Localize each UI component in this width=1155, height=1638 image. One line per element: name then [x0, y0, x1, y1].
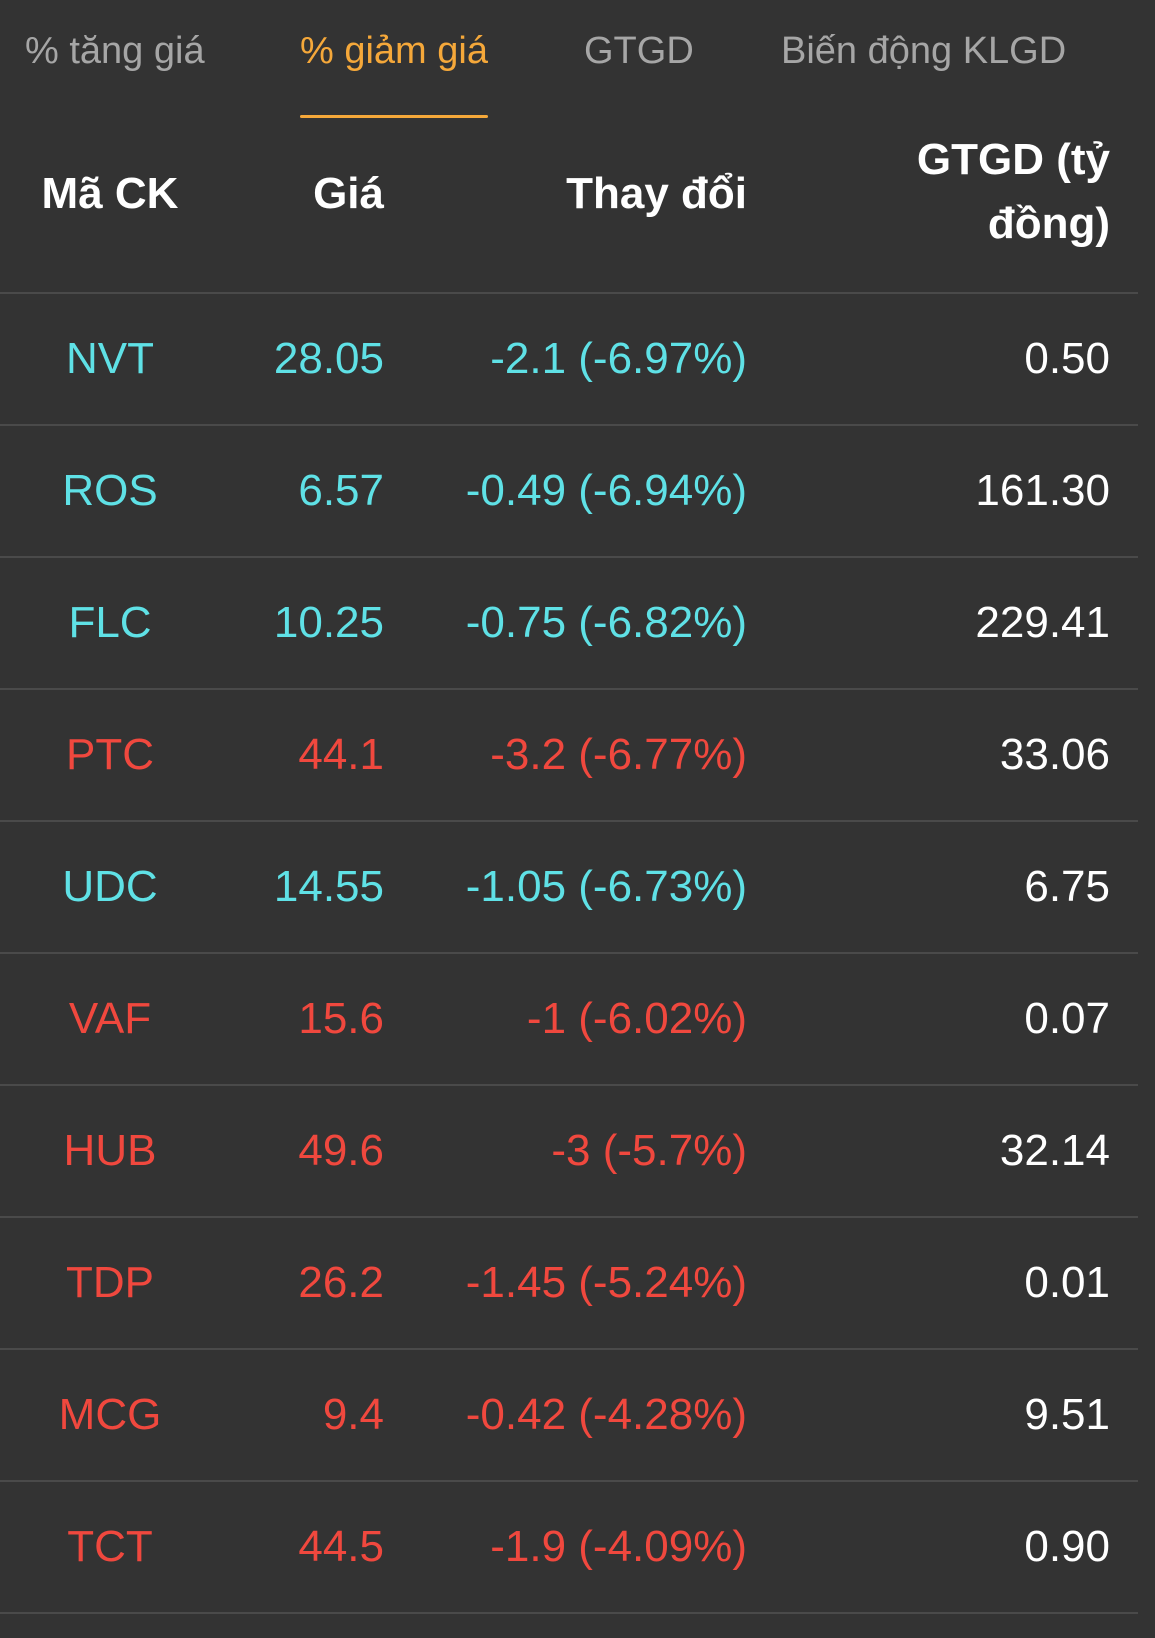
stock-trading-value: 33.06: [999, 730, 1110, 779]
header-stock-code[interactable]: Mã CK: [41, 169, 179, 218]
header-trading-value[interactable]: GTGD (tỷ đồng): [850, 128, 1110, 256]
tab-top-losers[interactable]: % giảm giá: [300, 30, 488, 118]
stock-trading-value: 0.01: [1024, 1258, 1110, 1307]
stock-change: -2.1 (-6.97%): [490, 334, 747, 383]
table-body: NVT 28.05 -2.1 (-6.97%) 0.50 ROS 6.57 -0.49 (-…: [0, 294, 1138, 1614]
stock-price: 14.55: [273, 862, 384, 911]
stock-code[interactable]: TDP: [66, 1258, 154, 1307]
table-row[interactable]: TCT 44.5 -1.9 (-4.09%) 0.90: [0, 1482, 1138, 1614]
stock-trading-value: 9.51: [1024, 1390, 1110, 1439]
stock-price: 6.57: [298, 466, 384, 515]
stock-change: -0.75 (-6.82%): [465, 598, 747, 647]
header-change[interactable]: Thay đổi: [566, 169, 747, 218]
stock-table: Mã CK Giá Thay đổi GTGD (tỷ đồng) NVT 28.…: [0, 120, 1138, 1614]
stock-code[interactable]: TCT: [67, 1522, 153, 1571]
stock-code[interactable]: PTC: [66, 730, 154, 779]
stock-price: 28.05: [273, 334, 384, 383]
tab-volume-change[interactable]: Biến động KLGD: [781, 30, 1067, 72]
tab-bar: % tăng giá % giảm giá GTGD Biến động KLG…: [0, 0, 1155, 118]
stock-price: 15.6: [298, 994, 384, 1043]
stock-price: 49.6: [298, 1126, 384, 1175]
stock-trading-value: 0.07: [1024, 994, 1110, 1043]
tab-trading-value[interactable]: GTGD: [584, 30, 694, 72]
stock-code[interactable]: FLC: [68, 598, 152, 647]
table-row[interactable]: TDP 26.2 -1.45 (-5.24%) 0.01: [0, 1218, 1138, 1350]
stock-change: -1.9 (-4.09%): [490, 1522, 747, 1571]
stock-change: -3 (-5.7%): [551, 1126, 747, 1175]
table-row[interactable]: NVT 28.05 -2.1 (-6.97%) 0.50: [0, 294, 1138, 426]
stock-code[interactable]: UDC: [62, 862, 158, 911]
table-row[interactable]: HUB 49.6 -3 (-5.7%) 32.14: [0, 1086, 1138, 1218]
stock-change: -0.42 (-4.28%): [465, 1390, 747, 1439]
stock-change: -1.45 (-5.24%): [465, 1258, 747, 1307]
stock-price: 10.25: [273, 598, 384, 647]
header-trading-value-line1: GTGD (tỷ: [916, 135, 1110, 184]
stock-code[interactable]: MCG: [58, 1390, 162, 1439]
table-row[interactable]: ROS 6.57 -0.49 (-6.94%) 161.30: [0, 426, 1138, 558]
stock-trading-value: 161.30: [975, 466, 1110, 515]
header-price[interactable]: Giá: [313, 169, 384, 218]
table-header: Mã CK Giá Thay đổi GTGD (tỷ đồng): [0, 120, 1138, 294]
stock-trading-value: 0.50: [1024, 334, 1110, 383]
stock-trading-value: 32.14: [999, 1126, 1110, 1175]
stock-trading-value: 6.75: [1024, 862, 1110, 911]
table-row[interactable]: FLC 10.25 -0.75 (-6.82%) 229.41: [0, 558, 1138, 690]
stock-code[interactable]: VAF: [68, 994, 152, 1043]
table-row[interactable]: PTC 44.1 -3.2 (-6.77%) 33.06: [0, 690, 1138, 822]
stock-price: 26.2: [298, 1258, 384, 1307]
stock-change: -1 (-6.02%): [526, 994, 747, 1043]
stock-change: -3.2 (-6.77%): [490, 730, 747, 779]
header-trading-value-line2: đồng): [987, 199, 1110, 248]
table-row[interactable]: MCG 9.4 -0.42 (-4.28%) 9.51: [0, 1350, 1138, 1482]
stock-code[interactable]: ROS: [62, 466, 158, 515]
stock-code[interactable]: HUB: [63, 1126, 157, 1175]
table-row[interactable]: UDC 14.55 -1.05 (-6.73%) 6.75: [0, 822, 1138, 954]
tab-top-gainers[interactable]: % tăng giá: [25, 30, 205, 72]
table-row[interactable]: VAF 15.6 -1 (-6.02%) 0.07: [0, 954, 1138, 1086]
stock-change: -0.49 (-6.94%): [465, 466, 747, 515]
stock-price: 44.1: [298, 730, 384, 779]
stock-trading-value: 0.90: [1024, 1522, 1110, 1571]
stock-price: 9.4: [322, 1390, 384, 1439]
stock-price: 44.5: [298, 1522, 384, 1571]
stock-code[interactable]: NVT: [66, 334, 154, 383]
stock-change: -1.05 (-6.73%): [465, 862, 747, 911]
stock-trading-value: 229.41: [975, 598, 1110, 647]
